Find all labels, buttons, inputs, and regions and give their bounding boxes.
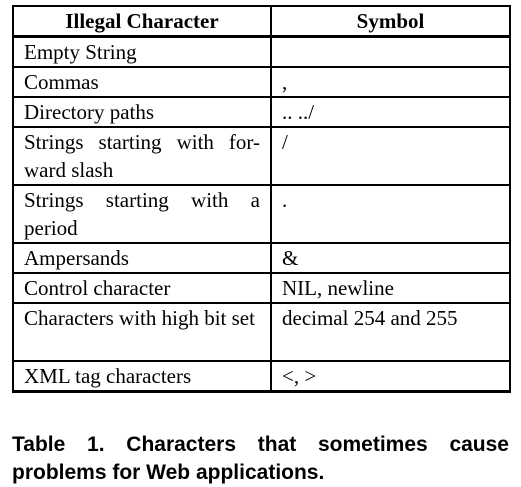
symbol-cell: .. ../ xyxy=(270,96,511,128)
character-cell: Commas xyxy=(12,66,272,98)
table-row: XML tag characters <, > xyxy=(12,360,511,393)
character-cell: Empty String xyxy=(12,35,272,68)
table-row: Ampersands & xyxy=(12,242,511,274)
table-header-row: Illegal Character Symbol xyxy=(12,5,511,38)
table-row: Directory paths .. ../ xyxy=(12,96,511,128)
illegal-characters-table: Illegal Character Symbol Empty String Co… xyxy=(12,5,511,393)
character-cell: Strings starting with for-ward slash xyxy=(12,126,272,186)
character-cell: Control character xyxy=(12,272,272,304)
symbol-cell: <, > xyxy=(270,360,511,393)
character-cell: Ampersands xyxy=(12,242,272,274)
character-cell: Strings starting with a period xyxy=(12,184,272,244)
symbol-cell: / xyxy=(270,126,511,186)
character-cell: Directory paths xyxy=(12,96,272,128)
symbol-cell: & xyxy=(270,242,511,274)
table-row: Strings starting with a period . xyxy=(12,184,511,244)
table-row: Strings starting with for-ward slash / xyxy=(12,126,511,186)
table-caption: Table 1. Characters that sometimes cause… xyxy=(12,433,509,484)
symbol-cell: , xyxy=(270,66,511,98)
character-cell: Characters with high bit set xyxy=(12,302,272,362)
table-row: Empty String xyxy=(12,35,511,68)
table-figure: Illegal Character Symbol Empty String Co… xyxy=(12,5,511,487)
column-header-symbol: Symbol xyxy=(270,5,511,38)
table-row: Commas , xyxy=(12,66,511,98)
table-row: Control character NIL, newline xyxy=(12,272,511,304)
column-header-illegal-character: Illegal Character xyxy=(12,5,272,38)
character-cell: XML tag characters xyxy=(12,360,272,393)
symbol-cell xyxy=(270,35,511,68)
symbol-cell: decimal 254 and 255 xyxy=(270,302,511,362)
table-row: Characters with high bit set decimal 254… xyxy=(12,302,511,362)
symbol-cell: NIL, newline xyxy=(270,272,511,304)
symbol-cell: . xyxy=(270,184,511,244)
